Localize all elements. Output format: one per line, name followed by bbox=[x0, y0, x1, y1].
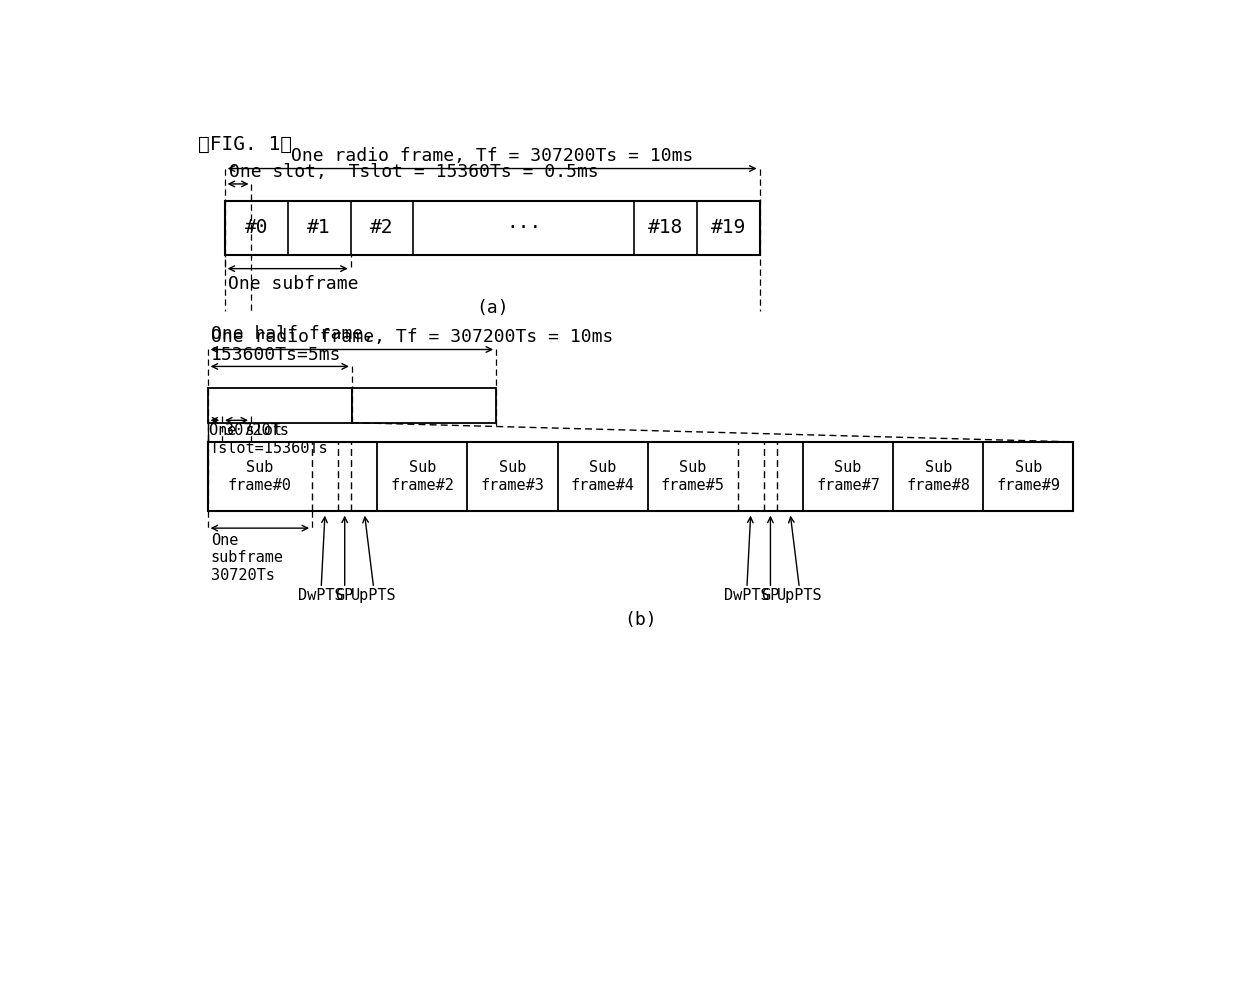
Bar bbox=[207, 388, 352, 423]
Text: Sub
frame#9: Sub frame#9 bbox=[997, 460, 1060, 492]
Text: Sub
frame#4: Sub frame#4 bbox=[570, 460, 635, 492]
Bar bbox=[207, 441, 1074, 511]
Text: GP: GP bbox=[761, 589, 780, 603]
Text: Sub
frame#3: Sub frame#3 bbox=[481, 460, 544, 492]
Text: 30720Ts: 30720Ts bbox=[226, 424, 289, 439]
Text: Sub
frame#5: Sub frame#5 bbox=[661, 460, 724, 492]
Text: One subframe: One subframe bbox=[228, 275, 358, 292]
Text: One radio frame, Tf = 307200Ts = 10ms: One radio frame, Tf = 307200Ts = 10ms bbox=[291, 147, 693, 165]
Text: DwPTS: DwPTS bbox=[724, 589, 770, 603]
Text: One slot
Tslot=15360Ts: One slot Tslot=15360Ts bbox=[210, 424, 327, 456]
Text: One
subframe
30720Ts: One subframe 30720Ts bbox=[211, 533, 284, 583]
Text: (b): (b) bbox=[624, 611, 657, 629]
Text: One half frame,
153600Ts=5ms: One half frame, 153600Ts=5ms bbox=[211, 326, 374, 364]
Text: #18: #18 bbox=[647, 219, 683, 237]
Text: ···: ··· bbox=[506, 219, 541, 237]
Bar bbox=[352, 388, 496, 423]
Text: One radio frame, Tf = 307200Ts = 10ms: One radio frame, Tf = 307200Ts = 10ms bbox=[211, 329, 613, 346]
Text: GP: GP bbox=[336, 589, 353, 603]
Text: Sub
frame#8: Sub frame#8 bbox=[906, 460, 970, 492]
Text: Sub
frame#0: Sub frame#0 bbox=[228, 460, 291, 492]
Text: Sub
frame#2: Sub frame#2 bbox=[391, 460, 454, 492]
Text: #2: #2 bbox=[371, 219, 394, 237]
Text: (a): (a) bbox=[476, 299, 508, 318]
Text: #1: #1 bbox=[308, 219, 331, 237]
Bar bbox=[224, 201, 759, 255]
Text: #19: #19 bbox=[711, 219, 745, 237]
Text: UpPTS: UpPTS bbox=[776, 589, 822, 603]
Text: Sub
frame#7: Sub frame#7 bbox=[816, 460, 880, 492]
Text: DwPTS: DwPTS bbox=[299, 589, 343, 603]
Text: One slot,  Tslot = 15360Ts = 0.5ms: One slot, Tslot = 15360Ts = 0.5ms bbox=[228, 163, 599, 181]
Text: UpPTS: UpPTS bbox=[351, 589, 397, 603]
Text: 【FIG. 1】: 【FIG. 1】 bbox=[197, 135, 291, 154]
Text: #0: #0 bbox=[244, 219, 268, 237]
